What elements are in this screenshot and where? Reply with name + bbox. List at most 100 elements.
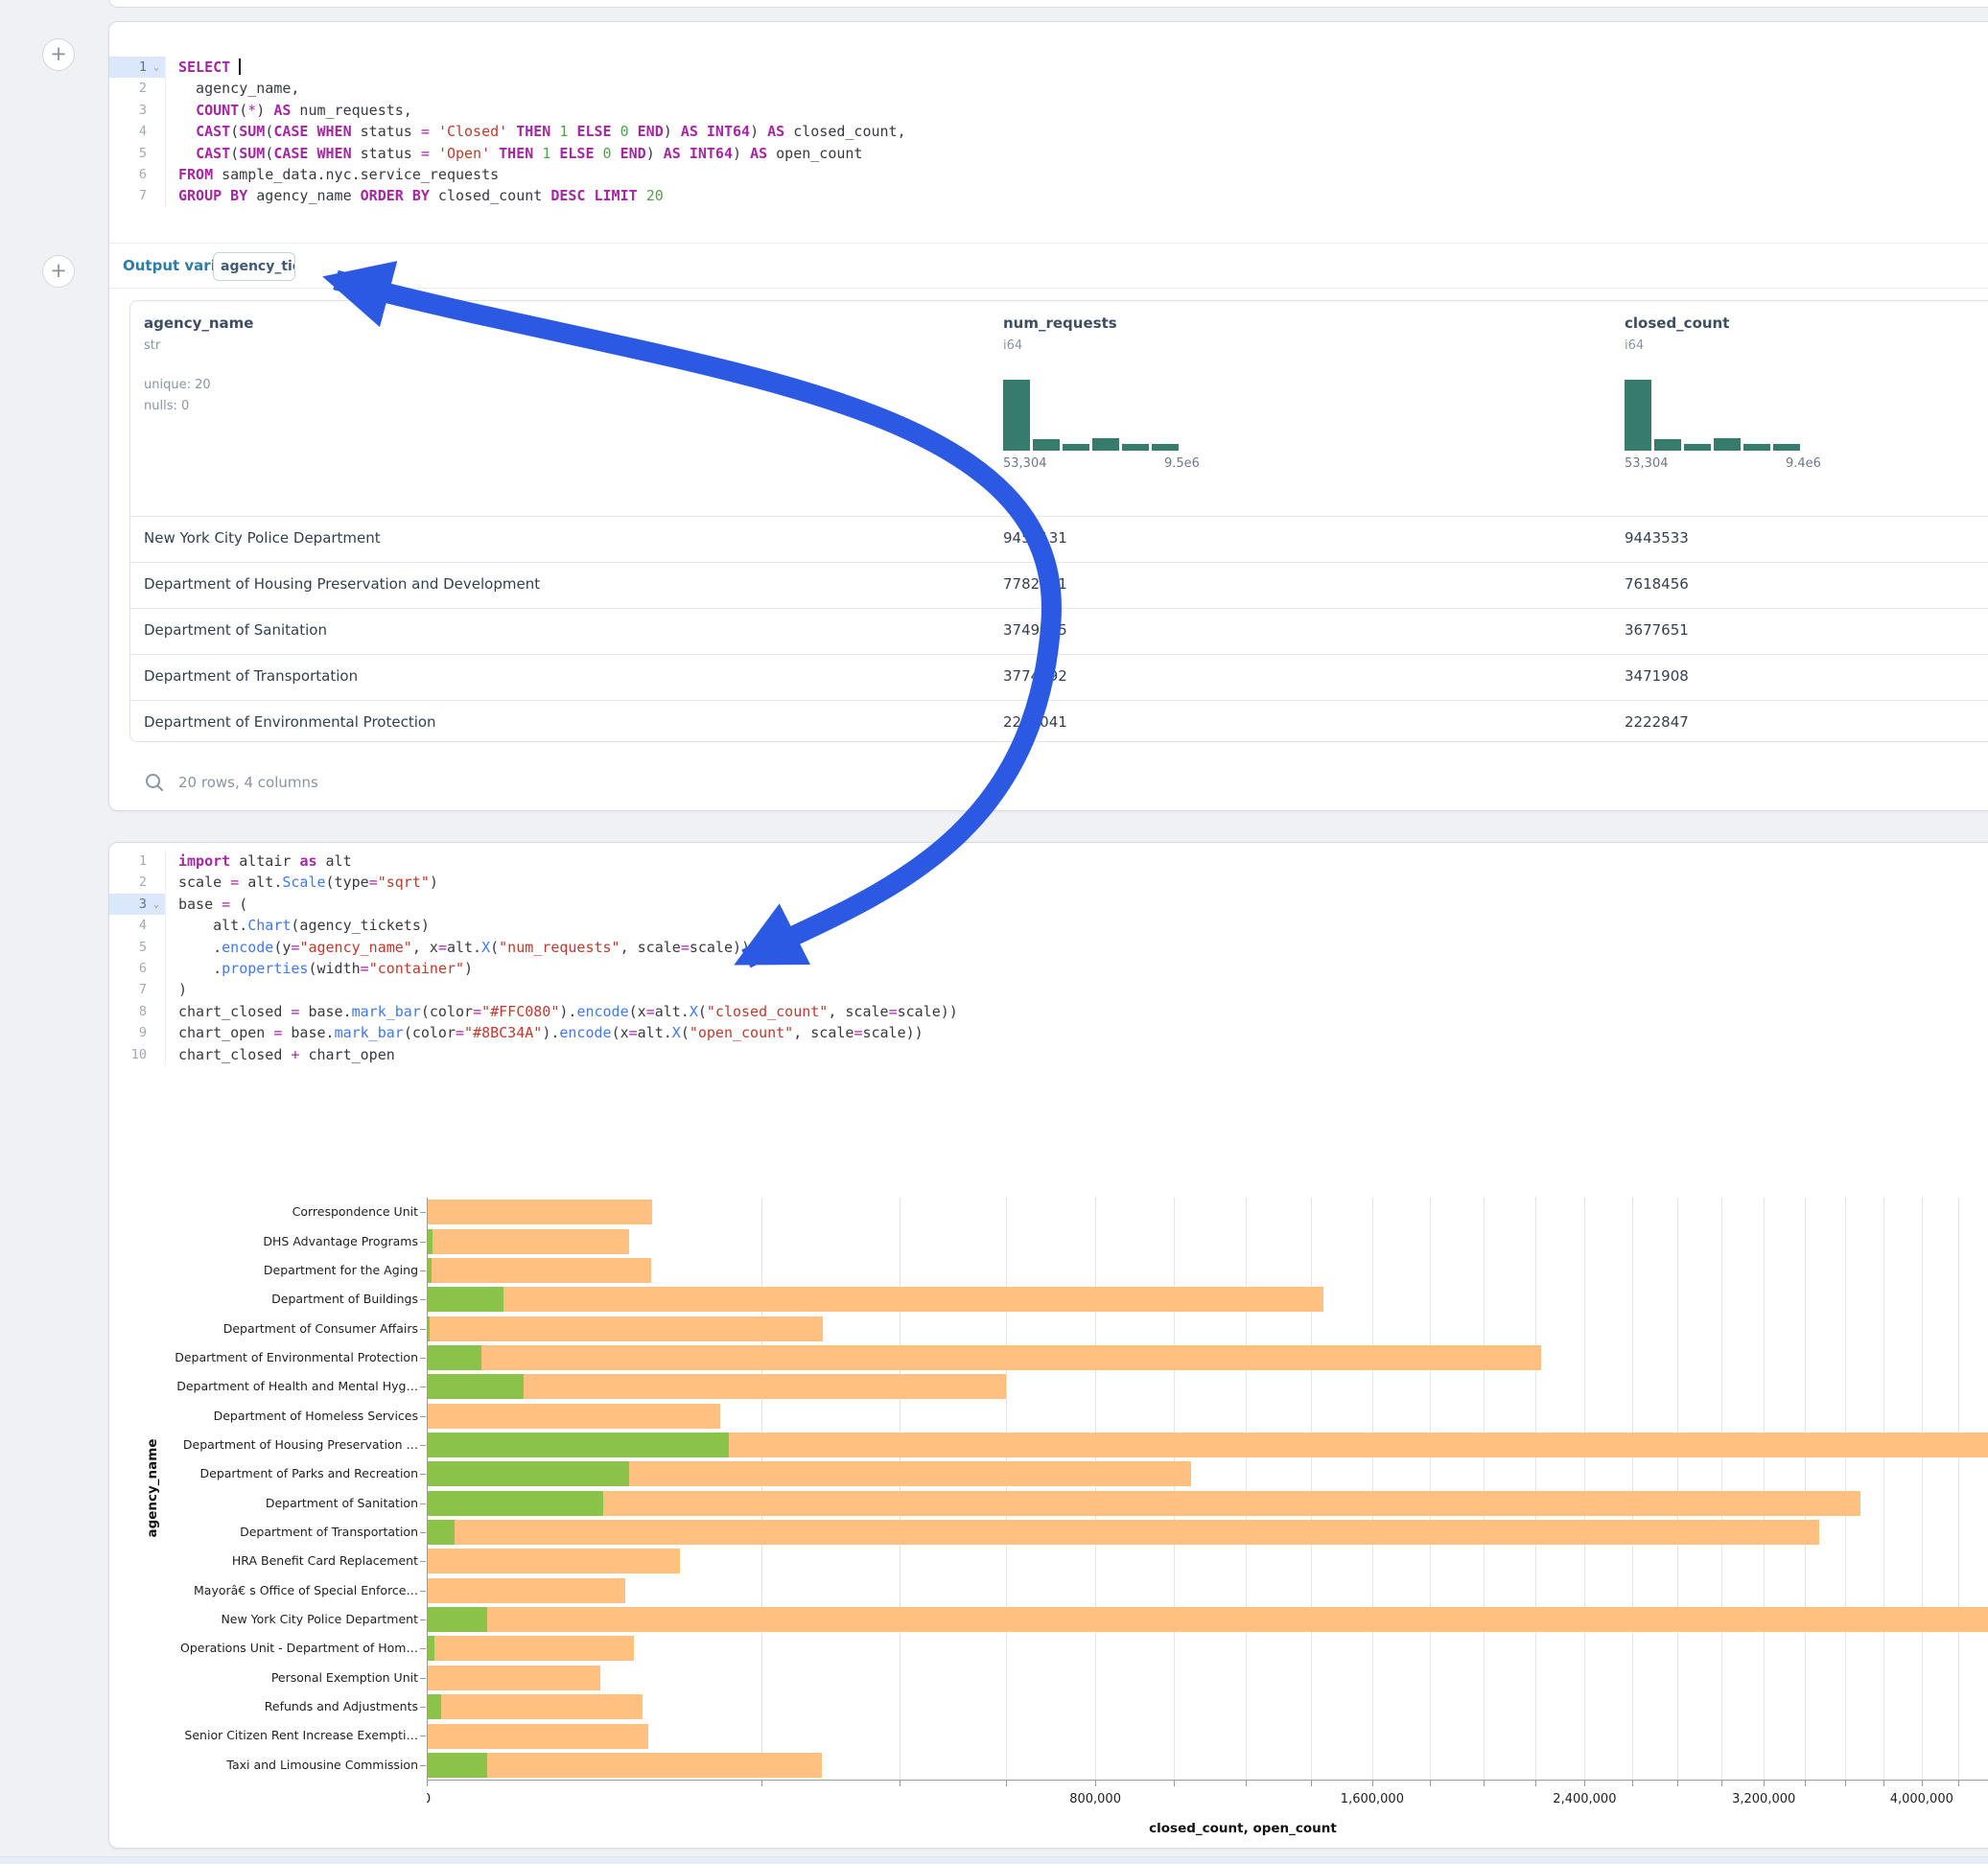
code-line[interactable]: 4 CAST(SUM(CASE WHEN status = 'Closed' T…: [109, 121, 1988, 143]
line-number-gutter[interactable]: 3 ⌄: [109, 893, 165, 916]
y-axis-tick: [420, 1212, 426, 1214]
search-icon[interactable]: [144, 772, 165, 797]
line-number-gutter[interactable]: 4: [138, 124, 147, 140]
y-axis-title: agency_name: [145, 1437, 160, 1538]
code-line[interactable]: 9 chart_open = base.mark_bar(color="#8BC3…: [109, 1022, 1988, 1044]
line-number-gutter[interactable]: 2: [138, 874, 147, 891]
table-row[interactable]: Department of Sanitation 3749485 3677651: [130, 608, 1988, 654]
open-count-bar: [427, 1694, 441, 1720]
y-axis-tick: [420, 1677, 426, 1679]
code-line[interactable]: 6 .properties(width="container"): [109, 957, 1988, 980]
x-axis-label: 1,600,000: [1340, 1792, 1404, 1806]
hist-max-label: 9.5e6: [1164, 456, 1200, 471]
y-axis-label: Senior Citizen Rent Increase Exempti…: [184, 1728, 418, 1743]
x-axis-label: 2,400,000: [1553, 1792, 1617, 1806]
python-code-editor[interactable]: 1 import altair as alt 2 scale = alt.Scale(…: [109, 850, 1988, 1065]
y-axis-label: Department of Buildings: [271, 1292, 418, 1307]
line-number-gutter[interactable]: 2: [138, 81, 147, 97]
closed-count-bar: [427, 1694, 643, 1720]
column-stat: unique: 20: [144, 378, 211, 392]
column-type: str: [144, 338, 161, 353]
y-axis-label: Mayorâ€ s Office of Special Enforce…: [194, 1582, 418, 1597]
code-line[interactable]: 5 CAST(SUM(CASE WHEN status = 'Open' THE…: [109, 142, 1988, 164]
hist-min-label: 53,304: [1625, 456, 1669, 471]
open-count-bar: [427, 1316, 430, 1341]
code-line[interactable]: 2 agency_name,: [109, 78, 1988, 100]
code-line[interactable]: 1 ⌄ SELECT: [109, 57, 1988, 79]
open-count-bar: [427, 1228, 433, 1254]
column-header[interactable]: num_requests: [1003, 315, 1117, 332]
closed-count-bar: [427, 1520, 1820, 1545]
line-number-gutter[interactable]: 7: [138, 188, 147, 204]
line-number-gutter[interactable]: 10: [130, 1046, 147, 1062]
code-line[interactable]: 8 chart_closed = base.mark_bar(color="#FF…: [109, 1000, 1988, 1023]
code-line[interactable]: 3 COUNT(*) AS num_requests,: [109, 99, 1988, 122]
y-axis-label: Correspondence Unit: [292, 1204, 418, 1220]
y-axis-label: Department of Parks and Recreation: [199, 1466, 418, 1481]
code-line[interactable]: 5 .encode(y="agency_name", x=alt.X("num_…: [109, 936, 1988, 958]
sql-cell: 1 ⌄ SELECT 2 agency_name, 3 COUNT(*) AS num_…: [108, 21, 1988, 811]
x-axis-title: closed_count, open_count: [1149, 1821, 1337, 1836]
open-count-bar: [427, 1520, 456, 1545]
y-axis-label: Department of Homeless Services: [213, 1408, 418, 1423]
table-row-count: 20 rows, 4 columns: [178, 774, 318, 791]
y-axis-tick: [420, 1357, 426, 1359]
line-number-gutter[interactable]: 8: [138, 1003, 147, 1019]
code-line[interactable]: 6 FROM sample_data.nyc.service_requests: [109, 163, 1988, 186]
closed-count-bar: [427, 1403, 720, 1429]
code-line[interactable]: 7 GROUP BY agency_name ORDER BY closed_co…: [109, 185, 1988, 207]
y-axis-tick: [420, 1474, 426, 1476]
code-line[interactable]: 3 ⌄ base = (: [109, 893, 1988, 916]
open-count-bar: [427, 1607, 488, 1633]
code-line[interactable]: 4 alt.Chart(agency_tickets): [109, 915, 1988, 937]
y-axis-label: Operations Unit - Department of Hom…: [180, 1641, 418, 1656]
line-number-gutter[interactable]: 1: [138, 853, 147, 869]
python-cell: 1 import altair as alt 2 scale = alt.Scale(…: [108, 842, 1988, 1849]
column-header[interactable]: agency_name: [144, 315, 254, 332]
y-axis-label: Department of Consumer Affairs: [222, 1320, 418, 1336]
previous-cell-bottom-edge: [108, 0, 1988, 8]
closed-count-bar: [427, 1287, 1324, 1313]
output-variable-pill[interactable]: agency_tickets: [213, 252, 295, 281]
y-axis-tick: [420, 1532, 426, 1534]
y-axis-label: HRA Benefit Card Replacement: [231, 1553, 418, 1569]
add-cell-button[interactable]: +: [42, 38, 75, 71]
y-axis-tick: [420, 1648, 426, 1650]
y-axis-label: Personal Exemption Unit: [270, 1669, 418, 1685]
table-footer: 20 rows, 4 columns: [109, 760, 1988, 812]
open-count-bar: [427, 1461, 629, 1487]
line-number-gutter[interactable]: 7: [138, 982, 147, 998]
x-axis-label: 3,200,000: [1732, 1792, 1796, 1806]
closed-count-bar: [427, 1636, 634, 1662]
open-count-bar: [427, 1374, 524, 1400]
table-row[interactable]: Department of Transportation 3774892 34719…: [130, 654, 1988, 700]
line-number-gutter[interactable]: 6: [138, 166, 147, 182]
column-histogram: [1625, 368, 1801, 451]
column-stat: nulls: 0: [144, 399, 190, 413]
line-number-gutter[interactable]: 3: [138, 102, 147, 118]
closed-count-bar: [427, 1257, 651, 1283]
code-line[interactable]: 10 chart_closed + chart_open: [109, 1043, 1988, 1065]
code-line[interactable]: 7): [109, 979, 1988, 1001]
open-count-bar: [427, 1257, 432, 1283]
line-number-gutter[interactable]: 9: [138, 1025, 147, 1041]
closed-count-bar: [427, 1200, 653, 1225]
sql-code-editor[interactable]: 1 ⌄ SELECT 2 agency_name, 3 COUNT(*) AS num_…: [109, 57, 1988, 207]
table-row[interactable]: New York City Police Department 9453131 94…: [130, 516, 1988, 562]
line-number-gutter[interactable]: 1 ⌄: [109, 57, 165, 79]
line-number-gutter[interactable]: 4: [138, 918, 147, 934]
code-line[interactable]: 2 scale = alt.Scale(type="sqrt"): [109, 872, 1988, 894]
line-number-gutter[interactable]: 5: [138, 939, 147, 955]
line-number-gutter[interactable]: 5: [138, 145, 147, 161]
code-line[interactable]: 1 import altair as alt: [109, 850, 1988, 873]
table-row[interactable]: Department of Environmental Protection 22…: [130, 700, 1988, 741]
table-row[interactable]: Department of Housing Preservation and D…: [130, 562, 1988, 608]
line-number-gutter[interactable]: 6: [138, 960, 147, 976]
closed-count-bar: [427, 1752, 822, 1778]
y-axis-label: Department of Health and Mental Hyg…: [176, 1379, 418, 1394]
y-axis-tick: [420, 1415, 426, 1417]
hist-min-label: 53,304: [1003, 456, 1047, 471]
add-cell-button[interactable]: +: [42, 255, 75, 288]
column-header[interactable]: closed_count: [1625, 315, 1730, 332]
